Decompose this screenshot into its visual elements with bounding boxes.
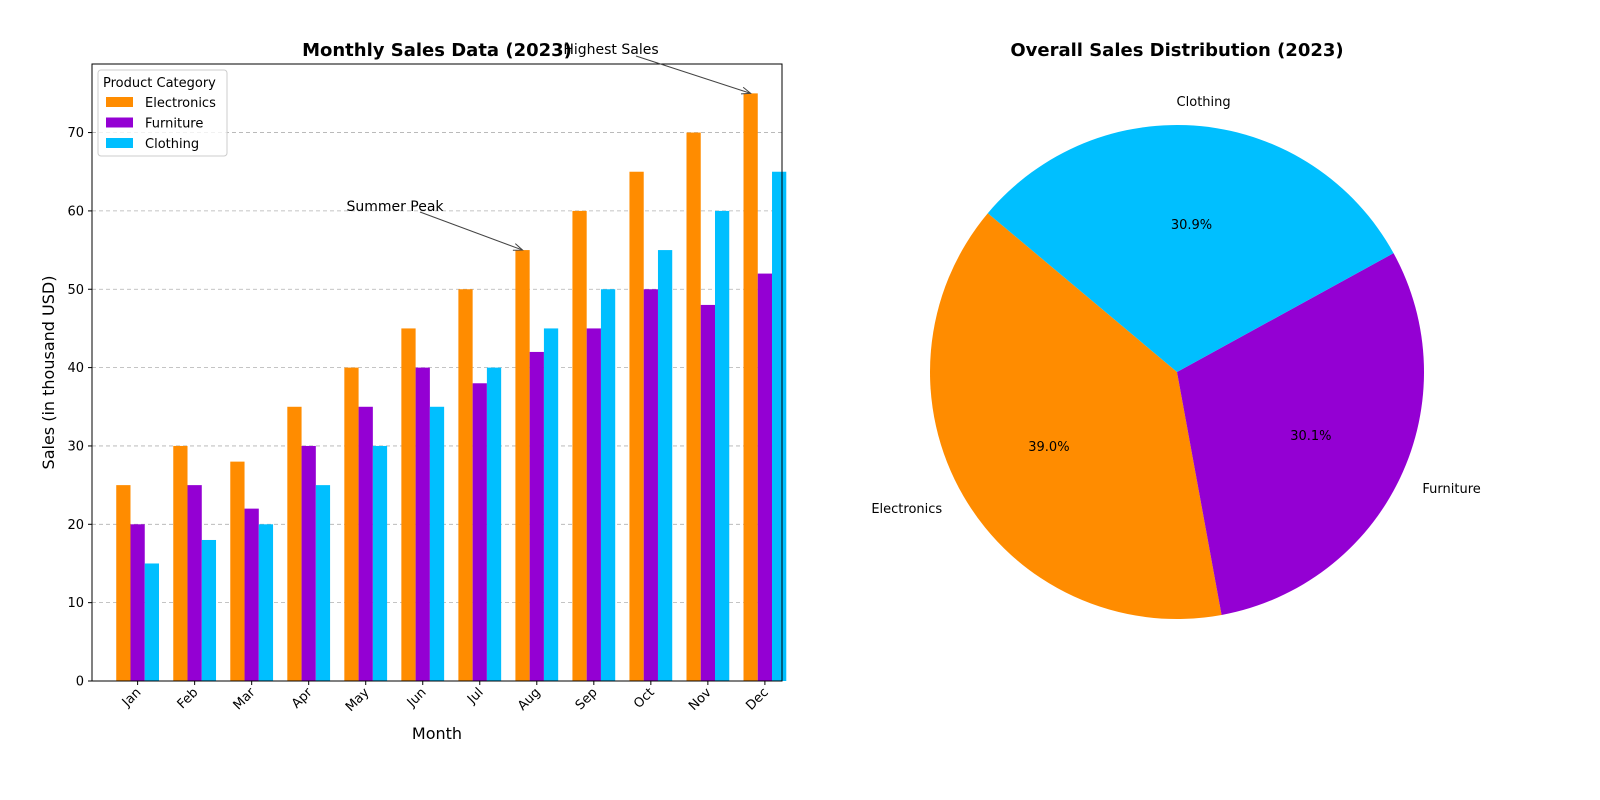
annotation-label: Highest Sales (563, 42, 658, 58)
legend-label-electronics: Electronics (145, 96, 216, 111)
annotation-arrow-head (740, 86, 752, 95)
pie-labels: 39.0% Electronics 30.1% Furniture 30.9% Cloth… (871, 95, 1480, 517)
y-tick-label: 20 (67, 518, 84, 533)
pie-slices (930, 124, 1424, 620)
bar-furniture-jul (472, 383, 487, 681)
bar-plot-frame (91, 63, 783, 682)
y-tick-label: 30 (67, 439, 84, 454)
bar-furniture-aug (529, 351, 544, 681)
pie-pct-electronics: 39.0% (1028, 440, 1069, 455)
bar-clothing-aug (543, 328, 559, 681)
bar-clothing-oct (657, 250, 673, 682)
x-tick-label: Jul (464, 685, 486, 707)
pie-chart: Overall Sales Distribution (2023) 39.0% E… (871, 40, 1481, 620)
pie-slice-furniture (1177, 253, 1424, 615)
bar-furniture-may (358, 406, 373, 681)
bar-furniture-oct (643, 289, 658, 681)
x-axis-ticks: Jan Feb Mar Apr May Jun Jul Aug Sep Oct Nov Dec (119, 681, 772, 715)
bar-electronics-may (344, 367, 359, 681)
x-tick-label: Sep (573, 685, 601, 713)
bar-electronics-mar (230, 461, 245, 681)
bar-electronics-feb (173, 445, 188, 681)
x-tick-label: Jun (404, 685, 430, 711)
bar-electronics-nov (686, 132, 701, 682)
x-tick-label: Feb (175, 685, 202, 712)
bar-clothing-jun (429, 406, 445, 681)
bar-marks (116, 93, 787, 682)
bar-electronics-jun (401, 328, 416, 681)
bar-electronics-jan (116, 485, 131, 681)
bar-furniture-nov (700, 304, 715, 681)
bar-clothing-may (372, 445, 388, 681)
y-tick-label: 60 (67, 204, 84, 219)
bar-clothing-nov (714, 210, 730, 681)
bar-electronics-jul (458, 289, 473, 681)
x-tick-label: May (343, 685, 373, 715)
bar-furniture-sep (586, 328, 601, 681)
x-tick-label: Aug (515, 685, 544, 714)
pie-label-furniture: Furniture (1422, 482, 1480, 497)
bar-electronics-sep (572, 210, 587, 681)
x-tick-label: Oct (631, 685, 658, 712)
y-axis-label: Sales (in thousand USD) (39, 276, 58, 470)
bar-electronics-oct (629, 171, 644, 681)
bar-clothing-dec (772, 171, 787, 681)
annotation-label: Summer Peak (346, 199, 444, 215)
x-tick-label: Apr (289, 685, 316, 712)
bar-furniture-dec (757, 273, 773, 681)
annotation-arrow-head (512, 243, 524, 251)
pie-slice-electronics (930, 213, 1222, 620)
legend-label-furniture: Furniture (145, 117, 203, 132)
x-tick-label: Jan (119, 685, 144, 710)
x-tick-label: Nov (686, 685, 715, 714)
bar-clothing-feb (201, 539, 217, 681)
bar-electronics-aug (515, 250, 530, 682)
x-axis-label: Month (412, 724, 462, 743)
pie-chart-title: Overall Sales Distribution (2023) (1010, 40, 1343, 61)
bar-clothing-mar (258, 524, 274, 681)
bar-clothing-jul (486, 367, 502, 681)
pie-label-electronics: Electronics (871, 502, 942, 517)
y-tick-label: 10 (67, 596, 84, 611)
pie-label-clothing: Clothing (1177, 95, 1231, 110)
bar-furniture-jun (415, 367, 430, 681)
legend-label-clothing: Clothing (145, 137, 199, 152)
bar-furniture-jan (130, 524, 145, 681)
y-tick-label: 50 (67, 283, 84, 298)
legend-swatch-electronics (106, 97, 133, 107)
bar-clothing-jan (144, 563, 160, 681)
annotation-arrow-line (419, 211, 523, 251)
legend-swatch-clothing (106, 138, 133, 148)
y-tick-label: 0 (76, 675, 84, 690)
pie-slice-clothing (987, 124, 1394, 372)
bar-furniture-apr (301, 445, 316, 681)
bar-electronics-apr (287, 406, 302, 681)
legend-title: Product Category (103, 76, 216, 91)
annotation-arrow-line (635, 55, 751, 94)
x-tick-label: Mar (231, 685, 259, 713)
bar-furniture-feb (187, 485, 202, 681)
pie-pct-furniture: 30.1% (1290, 429, 1331, 444)
pie-pct-clothing: 30.9% (1171, 218, 1212, 233)
bar-clothing-apr (315, 485, 331, 681)
y-axis-ticks: 0 10 20 30 40 50 60 70 (67, 126, 92, 690)
bar-furniture-mar (244, 508, 259, 681)
legend-swatch-furniture (106, 117, 133, 128)
bar-electronics-dec (743, 93, 758, 681)
annotations: Summer Peak Highest Sales (346, 42, 752, 251)
y-tick-label: 70 (67, 126, 84, 141)
bar-clothing-sep (600, 289, 616, 681)
bar-chart-title: Monthly Sales Data (2023) (302, 40, 572, 61)
bar-chart: 0 10 20 30 40 50 60 70 Jan Feb Mar Apr May Jun Jul Aug… (39, 40, 787, 743)
legend-box (97, 69, 228, 157)
y-tick-label: 40 (67, 361, 84, 376)
legend: Product Category Electronics Furniture Clo… (97, 69, 228, 157)
x-tick-label: Dec (743, 685, 771, 713)
